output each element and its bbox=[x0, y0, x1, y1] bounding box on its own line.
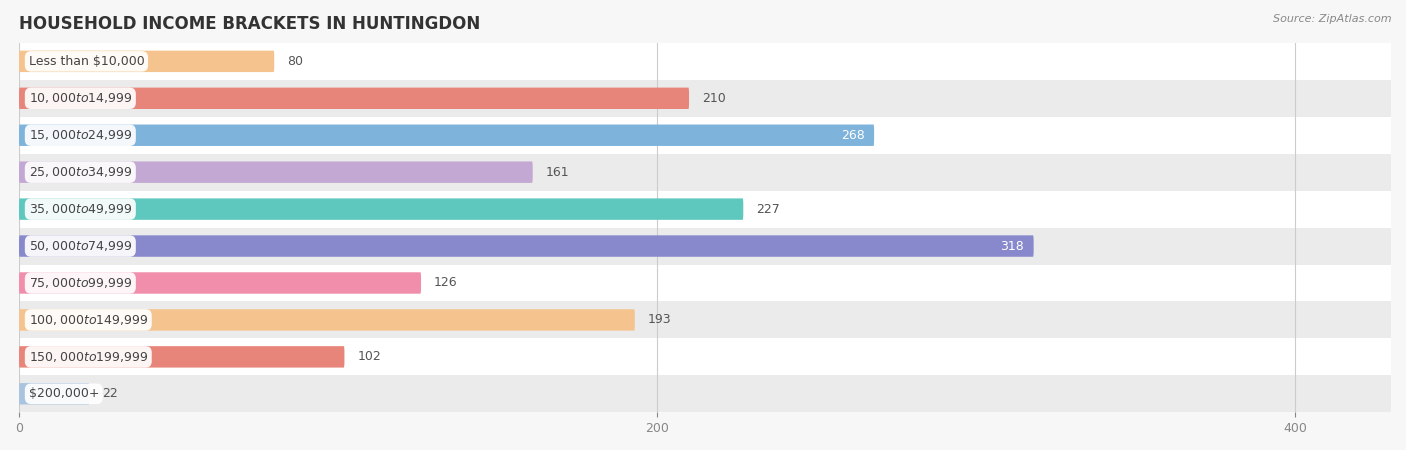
FancyBboxPatch shape bbox=[20, 235, 1033, 257]
Text: Source: ZipAtlas.com: Source: ZipAtlas.com bbox=[1274, 14, 1392, 23]
Bar bbox=[20, 117, 1391, 154]
Text: Less than $10,000: Less than $10,000 bbox=[28, 55, 145, 68]
FancyBboxPatch shape bbox=[20, 272, 420, 294]
Bar bbox=[20, 338, 1391, 375]
Bar bbox=[20, 80, 1391, 117]
Bar bbox=[20, 265, 1391, 302]
Text: $50,000 to $74,999: $50,000 to $74,999 bbox=[28, 239, 132, 253]
Text: $75,000 to $99,999: $75,000 to $99,999 bbox=[28, 276, 132, 290]
Bar bbox=[20, 375, 1391, 412]
Text: HOUSEHOLD INCOME BRACKETS IN HUNTINGDON: HOUSEHOLD INCOME BRACKETS IN HUNTINGDON bbox=[20, 15, 481, 33]
Text: $200,000+: $200,000+ bbox=[28, 387, 98, 400]
Text: 126: 126 bbox=[434, 276, 457, 289]
FancyBboxPatch shape bbox=[20, 346, 344, 368]
Bar bbox=[20, 191, 1391, 228]
FancyBboxPatch shape bbox=[20, 198, 744, 220]
Text: 22: 22 bbox=[103, 387, 118, 400]
Text: 102: 102 bbox=[357, 351, 381, 363]
FancyBboxPatch shape bbox=[20, 88, 689, 109]
FancyBboxPatch shape bbox=[20, 383, 89, 405]
Text: 80: 80 bbox=[287, 55, 304, 68]
Text: 161: 161 bbox=[546, 166, 569, 179]
Text: $35,000 to $49,999: $35,000 to $49,999 bbox=[28, 202, 132, 216]
Text: 193: 193 bbox=[648, 314, 671, 326]
Text: $150,000 to $199,999: $150,000 to $199,999 bbox=[28, 350, 148, 364]
Text: $10,000 to $14,999: $10,000 to $14,999 bbox=[28, 91, 132, 105]
Text: $25,000 to $34,999: $25,000 to $34,999 bbox=[28, 165, 132, 179]
Text: $100,000 to $149,999: $100,000 to $149,999 bbox=[28, 313, 148, 327]
Bar bbox=[20, 43, 1391, 80]
Text: $15,000 to $24,999: $15,000 to $24,999 bbox=[28, 128, 132, 142]
Text: 227: 227 bbox=[756, 202, 780, 216]
FancyBboxPatch shape bbox=[20, 125, 875, 146]
Text: 318: 318 bbox=[1000, 239, 1024, 252]
Bar bbox=[20, 154, 1391, 191]
Bar bbox=[20, 302, 1391, 338]
Text: 210: 210 bbox=[702, 92, 725, 105]
Text: 268: 268 bbox=[841, 129, 865, 142]
Bar bbox=[20, 228, 1391, 265]
FancyBboxPatch shape bbox=[20, 51, 274, 72]
FancyBboxPatch shape bbox=[20, 162, 533, 183]
FancyBboxPatch shape bbox=[20, 309, 634, 331]
